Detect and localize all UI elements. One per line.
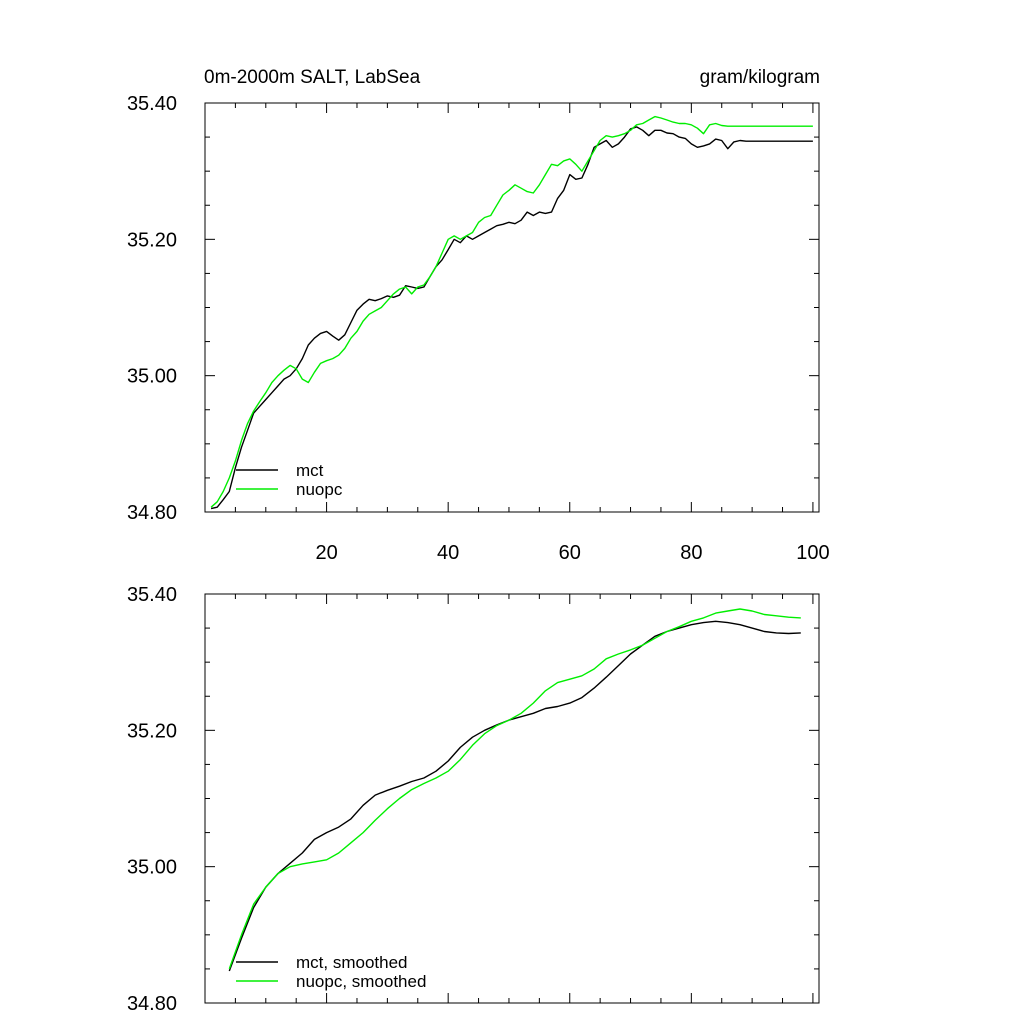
y-tick-label: 35.40 — [127, 93, 177, 115]
legend-label: mct — [296, 461, 324, 480]
y-tick-label: 35.20 — [127, 720, 177, 742]
bottom-panel: 34.80 35.00 35.20 35.40 mct, smoothednuopc, … — [127, 584, 820, 1015]
y-tick-label: 35.40 — [127, 584, 177, 606]
series-line-nuopc — [210, 115, 813, 508]
x-tick-label: 40 — [437, 542, 459, 564]
x-tick-label: 60 — [559, 542, 581, 564]
y-tick-label: 35.00 — [127, 857, 177, 879]
units-label: gram/kilogram — [700, 67, 820, 88]
legend-label: mct, smoothed — [296, 953, 408, 972]
y-tick-label: 35.20 — [127, 229, 177, 251]
top-panel: 0m-2000m SALT, LabSea gram/kilogram 20 40… — [127, 67, 830, 564]
x-tick-label: 20 — [315, 542, 337, 564]
chart-title: 0m-2000m SALT, LabSea — [204, 67, 421, 88]
legend-label: nuopc, smoothed — [296, 972, 426, 991]
series-line-mct — [210, 126, 813, 510]
y-tick-label: 35.00 — [127, 366, 177, 388]
y-tick-label: 34.80 — [127, 993, 177, 1015]
series-line-mct-smoothed — [228, 620, 801, 972]
series-line-nuopc-smoothed — [228, 608, 801, 970]
x-tick-label: 80 — [680, 542, 702, 564]
legend-label: nuopc — [296, 480, 343, 499]
x-tick-label: 100 — [796, 542, 829, 564]
y-tick-label: 34.80 — [127, 502, 177, 524]
